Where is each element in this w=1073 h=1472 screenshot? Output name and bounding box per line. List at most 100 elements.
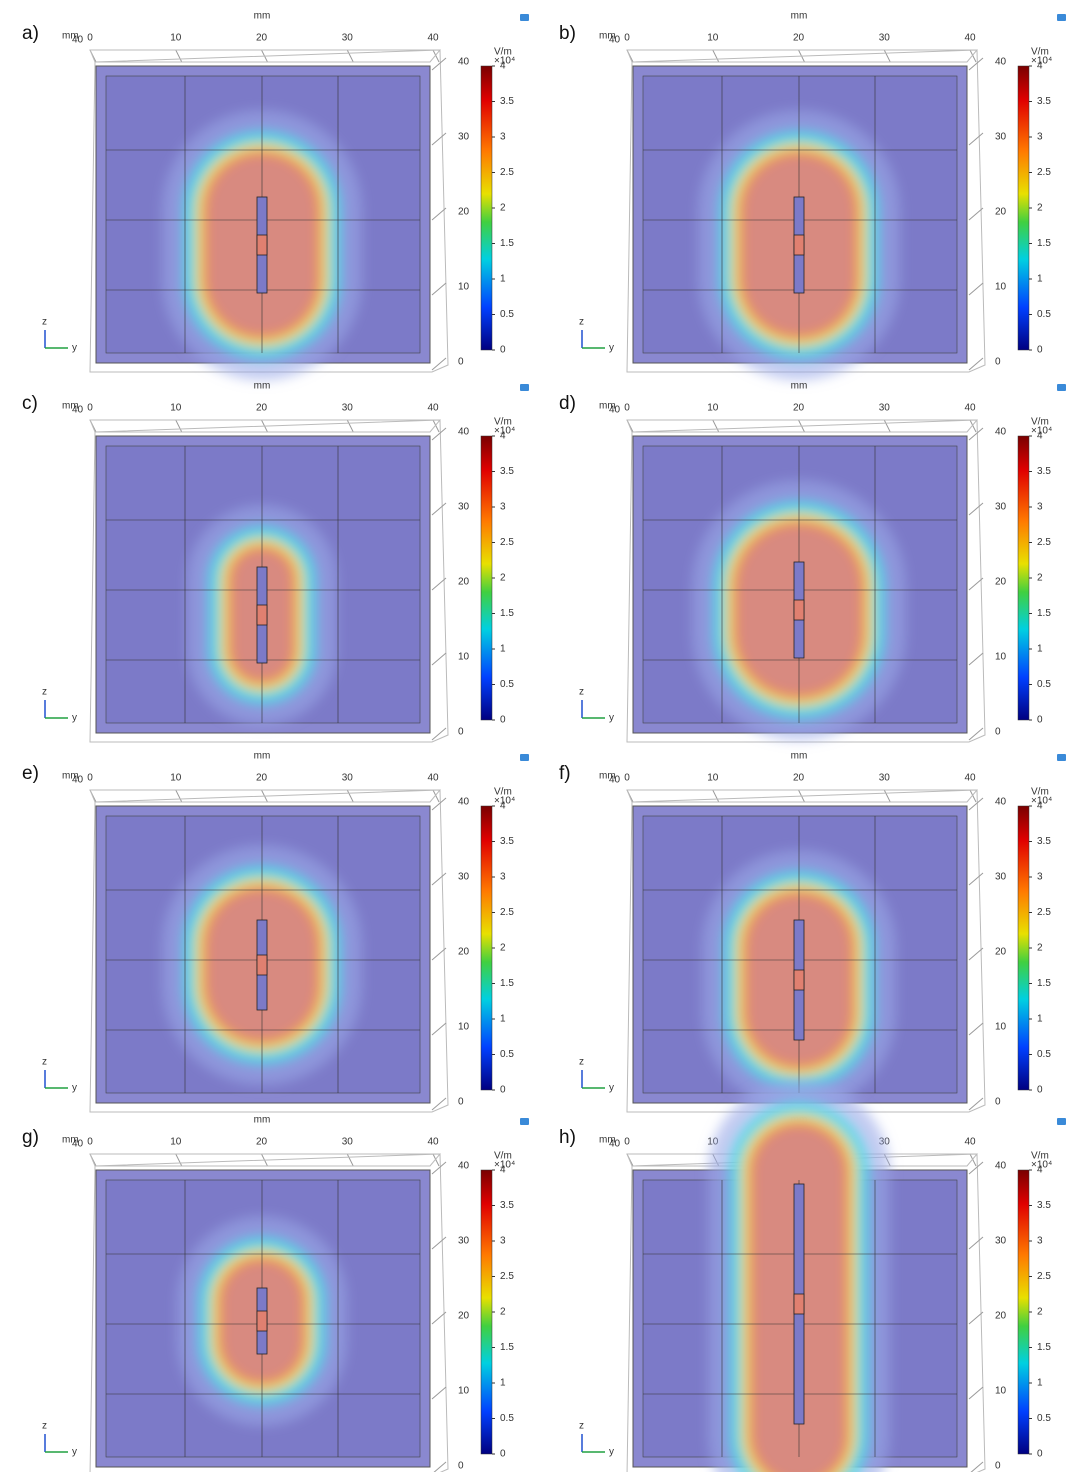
colorbar-tick-label: 2 bbox=[1037, 573, 1043, 584]
axis-unit: mm bbox=[599, 31, 616, 42]
panel-label: c) bbox=[22, 393, 38, 414]
top-tick-label: 40 bbox=[427, 403, 439, 414]
panel-label: f) bbox=[559, 763, 571, 784]
side-tick bbox=[431, 282, 447, 296]
top-tick-label: 30 bbox=[342, 403, 354, 414]
top-tick-label: 30 bbox=[342, 33, 354, 44]
axis-corner: 40 bbox=[609, 1139, 621, 1150]
panel-label: e) bbox=[22, 763, 39, 784]
axis-unit: mm bbox=[599, 401, 616, 412]
top-tick-label: 10 bbox=[170, 403, 182, 414]
feed-gap bbox=[256, 604, 268, 626]
colorbar-tick-label: 2.5 bbox=[500, 907, 514, 918]
top-tick-label: 30 bbox=[879, 33, 891, 44]
colorbar-scale: ×10⁴ bbox=[494, 426, 515, 437]
top-tick-label: 20 bbox=[256, 773, 268, 784]
triad-y-label: y bbox=[609, 713, 614, 724]
colorbar-tick-label: 1.5 bbox=[500, 978, 514, 989]
axis-corner: 40 bbox=[609, 35, 621, 46]
top-tick-label: 20 bbox=[256, 1137, 268, 1148]
colorbar-tick-label: 3 bbox=[500, 1236, 506, 1247]
top-tick-label: 40 bbox=[427, 773, 439, 784]
top-tick-label: 30 bbox=[879, 403, 891, 414]
colorbar-scale: ×10⁴ bbox=[1031, 796, 1052, 807]
colorbar-tick-label: 2 bbox=[500, 203, 506, 214]
colorbar-tick-label: 1 bbox=[500, 644, 506, 655]
colorbar-tick-label: 4 bbox=[500, 801, 506, 812]
top-tick-label: 30 bbox=[879, 773, 891, 784]
side-tick-label: 20 bbox=[458, 947, 470, 958]
side-tick bbox=[431, 577, 447, 591]
colorbar bbox=[480, 435, 493, 721]
feed-gap bbox=[793, 1293, 805, 1315]
side-tick-label: 40 bbox=[458, 1161, 470, 1172]
colorbar bbox=[1017, 435, 1030, 721]
top-tick bbox=[883, 49, 891, 63]
toolbar-icon bbox=[1057, 384, 1066, 391]
axis-unit: mm bbox=[62, 1135, 79, 1146]
side-tick bbox=[431, 207, 447, 221]
side-tick-label: 40 bbox=[458, 57, 470, 68]
colorbar-tick-label: 2.5 bbox=[500, 537, 514, 548]
top-tick-label: 30 bbox=[342, 773, 354, 784]
side-tick bbox=[431, 727, 447, 741]
frame bbox=[89, 1153, 449, 1472]
colorbar-tick-label: 0 bbox=[500, 1085, 506, 1096]
axis-unit: mm bbox=[62, 401, 79, 412]
side-tick-label: 40 bbox=[995, 427, 1007, 438]
side-tick-label: 30 bbox=[458, 1236, 470, 1247]
side-tick-label: 30 bbox=[995, 132, 1007, 143]
colorbar-tick-label: 1.5 bbox=[500, 1342, 514, 1353]
colorbar-tick-label: 0 bbox=[500, 715, 506, 726]
triad-z-label: z bbox=[579, 317, 584, 328]
top-tick bbox=[712, 419, 720, 433]
side-tick-label: 0 bbox=[458, 357, 464, 368]
triad-z-label: z bbox=[579, 1421, 584, 1432]
colorbar-tick-label: 2.5 bbox=[1037, 537, 1051, 548]
colorbar-tick-label: 1 bbox=[500, 1014, 506, 1025]
colorbar-tick-label: 3 bbox=[1037, 872, 1043, 883]
colorbar-tick-label: 1 bbox=[500, 274, 506, 285]
frame bbox=[89, 419, 449, 743]
top-tick-label: 20 bbox=[256, 33, 268, 44]
side-tick bbox=[968, 727, 984, 741]
side-tick bbox=[431, 652, 447, 666]
top-tick-label: 10 bbox=[707, 33, 719, 44]
colorbar-scale: ×10⁴ bbox=[1031, 56, 1052, 67]
feed-gap bbox=[256, 234, 268, 256]
top-tick bbox=[432, 419, 440, 433]
colorbar-tick-label: 4 bbox=[500, 431, 506, 442]
top-tick-label: 40 bbox=[964, 33, 976, 44]
side-tick bbox=[968, 207, 984, 221]
colorbar-unit: V/m bbox=[1031, 1151, 1049, 1162]
side-tick-label: 0 bbox=[995, 1097, 1001, 1108]
side-tick bbox=[968, 1097, 984, 1111]
side-tick-label: 10 bbox=[458, 652, 470, 663]
top-tick-label: 40 bbox=[964, 403, 976, 414]
toolbar-icon bbox=[520, 1118, 529, 1125]
side-tick-label: 20 bbox=[458, 577, 470, 588]
colorbar-tick-label: 2 bbox=[500, 573, 506, 584]
top-tick bbox=[175, 419, 183, 433]
frame bbox=[89, 789, 449, 1113]
top-tick-label: 0 bbox=[87, 33, 93, 44]
colorbar-tick-label: 1.5 bbox=[1037, 608, 1051, 619]
colorbar bbox=[480, 65, 493, 351]
side-tick-label: 10 bbox=[995, 282, 1007, 293]
colorbar-tick-label: 1.5 bbox=[1037, 978, 1051, 989]
side-tick-label: 30 bbox=[458, 132, 470, 143]
triad-y-label: y bbox=[609, 343, 614, 354]
side-tick bbox=[431, 357, 447, 371]
frame bbox=[89, 49, 449, 373]
panel-label: b) bbox=[559, 23, 576, 44]
colorbar-tick-label: 0.5 bbox=[1037, 1413, 1051, 1424]
top-tick bbox=[175, 49, 183, 63]
colorbar-unit: V/m bbox=[494, 787, 512, 798]
side-tick-label: 30 bbox=[995, 872, 1007, 883]
top-tick-label: 10 bbox=[170, 1137, 182, 1148]
side-tick-label: 10 bbox=[995, 652, 1007, 663]
side-tick bbox=[968, 1236, 984, 1250]
colorbar-tick-label: 2 bbox=[1037, 203, 1043, 214]
